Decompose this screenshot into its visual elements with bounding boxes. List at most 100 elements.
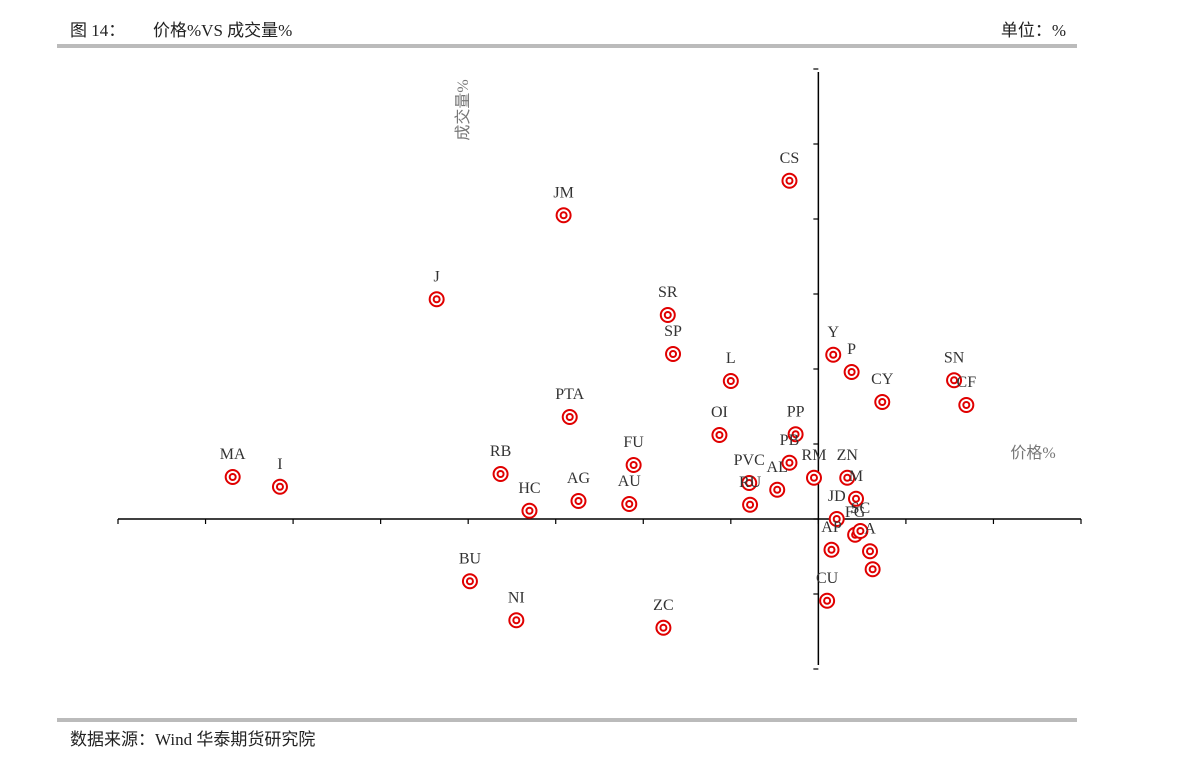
point-label: RU	[739, 474, 762, 491]
scatter-point	[659, 307, 676, 323]
point-core	[559, 211, 568, 220]
point-label: CY	[871, 371, 894, 388]
scatter-point	[271, 478, 288, 495]
scatter-point	[852, 523, 869, 539]
scatter-point	[825, 346, 842, 363]
scatter-point	[722, 373, 739, 389]
point-label: SP	[664, 323, 682, 340]
point-core	[726, 377, 735, 385]
point-label: JD	[828, 488, 846, 505]
point-core	[659, 623, 668, 632]
scatter-point	[805, 469, 822, 486]
point-core	[856, 527, 865, 535]
scatter-point	[819, 592, 836, 609]
point-label: J	[434, 268, 440, 285]
point-core	[823, 596, 832, 605]
point-label: AU	[618, 473, 642, 490]
point-core	[745, 479, 754, 487]
point-label: ZN	[837, 447, 859, 464]
point-core	[868, 565, 877, 574]
point-label: PVC	[734, 452, 765, 469]
scatter-point	[781, 172, 798, 189]
scatter-point	[874, 394, 891, 410]
scatter-point	[621, 496, 638, 512]
scatter-point	[224, 469, 241, 485]
scatter-point	[864, 561, 881, 578]
point-label: AG	[567, 470, 591, 487]
figure-label: 图 14：	[70, 21, 125, 40]
scatter-point	[508, 612, 525, 629]
point-core	[950, 376, 959, 385]
header-rule	[57, 44, 1077, 48]
scatter-point	[839, 469, 856, 486]
point-label: HC	[518, 480, 540, 497]
point-label: CF	[957, 374, 977, 391]
scatter-point	[521, 502, 538, 519]
point-core	[827, 545, 836, 554]
point-core	[625, 500, 634, 508]
point-label: Y	[827, 324, 839, 341]
x-axis-label: 价格%	[1010, 444, 1055, 462]
scatter-point	[742, 496, 759, 513]
point-label: BU	[459, 550, 482, 567]
point-label: OI	[711, 404, 728, 421]
point-label: PP	[787, 403, 805, 420]
scatter-point	[625, 457, 642, 473]
point-label: CU	[816, 570, 839, 587]
point-core	[852, 494, 861, 503]
footer-rule	[57, 718, 1077, 722]
scatter-point	[843, 364, 860, 380]
point-core	[878, 398, 887, 406]
point-label: PB	[780, 432, 800, 449]
point-label: AL	[767, 459, 788, 476]
point-label: I	[277, 456, 282, 473]
scatter-point	[665, 346, 682, 362]
scatter-point	[958, 397, 975, 413]
scatter-point	[862, 543, 879, 560]
scatter-point	[787, 426, 804, 443]
point-core	[847, 368, 856, 376]
point-core	[791, 430, 800, 439]
point-core	[629, 461, 638, 469]
scatter-point	[769, 481, 786, 498]
source-note: 数据来源：Wind 华泰期货研究院	[70, 730, 315, 749]
scatter-point	[823, 541, 840, 558]
point-core	[565, 413, 574, 421]
point-core	[746, 500, 755, 509]
point-core	[843, 473, 852, 482]
point-core	[715, 431, 724, 439]
point-label: MA	[220, 446, 246, 463]
point-core	[228, 473, 237, 481]
point-core	[785, 176, 794, 185]
point-label: CS	[780, 150, 800, 167]
point-label: RM	[802, 447, 827, 464]
scatter-point	[711, 427, 728, 443]
scatter-point	[655, 619, 672, 636]
point-core	[809, 473, 818, 482]
point-core	[832, 515, 841, 523]
scatter-point	[848, 490, 865, 507]
scatter-point	[781, 454, 798, 471]
point-core	[465, 577, 474, 586]
point-label: M	[849, 468, 863, 485]
point-core	[275, 482, 284, 491]
scatter-point	[492, 466, 509, 482]
scatter-point	[561, 409, 578, 425]
point-core	[669, 350, 678, 358]
point-label: ZC	[653, 597, 673, 614]
point-core	[962, 401, 971, 409]
point-core	[496, 470, 505, 478]
scatter-point	[741, 475, 758, 491]
point-core	[785, 458, 794, 467]
y-axis-label: 成交量%	[454, 79, 472, 140]
point-label: A	[864, 520, 876, 537]
point-core	[525, 506, 534, 515]
point-core	[773, 485, 782, 494]
scatter-point	[946, 372, 963, 389]
point-label: SC	[851, 500, 871, 517]
point-core	[866, 547, 875, 556]
point-label: SN	[944, 349, 965, 366]
point-label: NI	[508, 589, 525, 606]
chart-title: 价格%VS 成交量%	[153, 21, 292, 40]
scatter-point	[461, 573, 478, 590]
